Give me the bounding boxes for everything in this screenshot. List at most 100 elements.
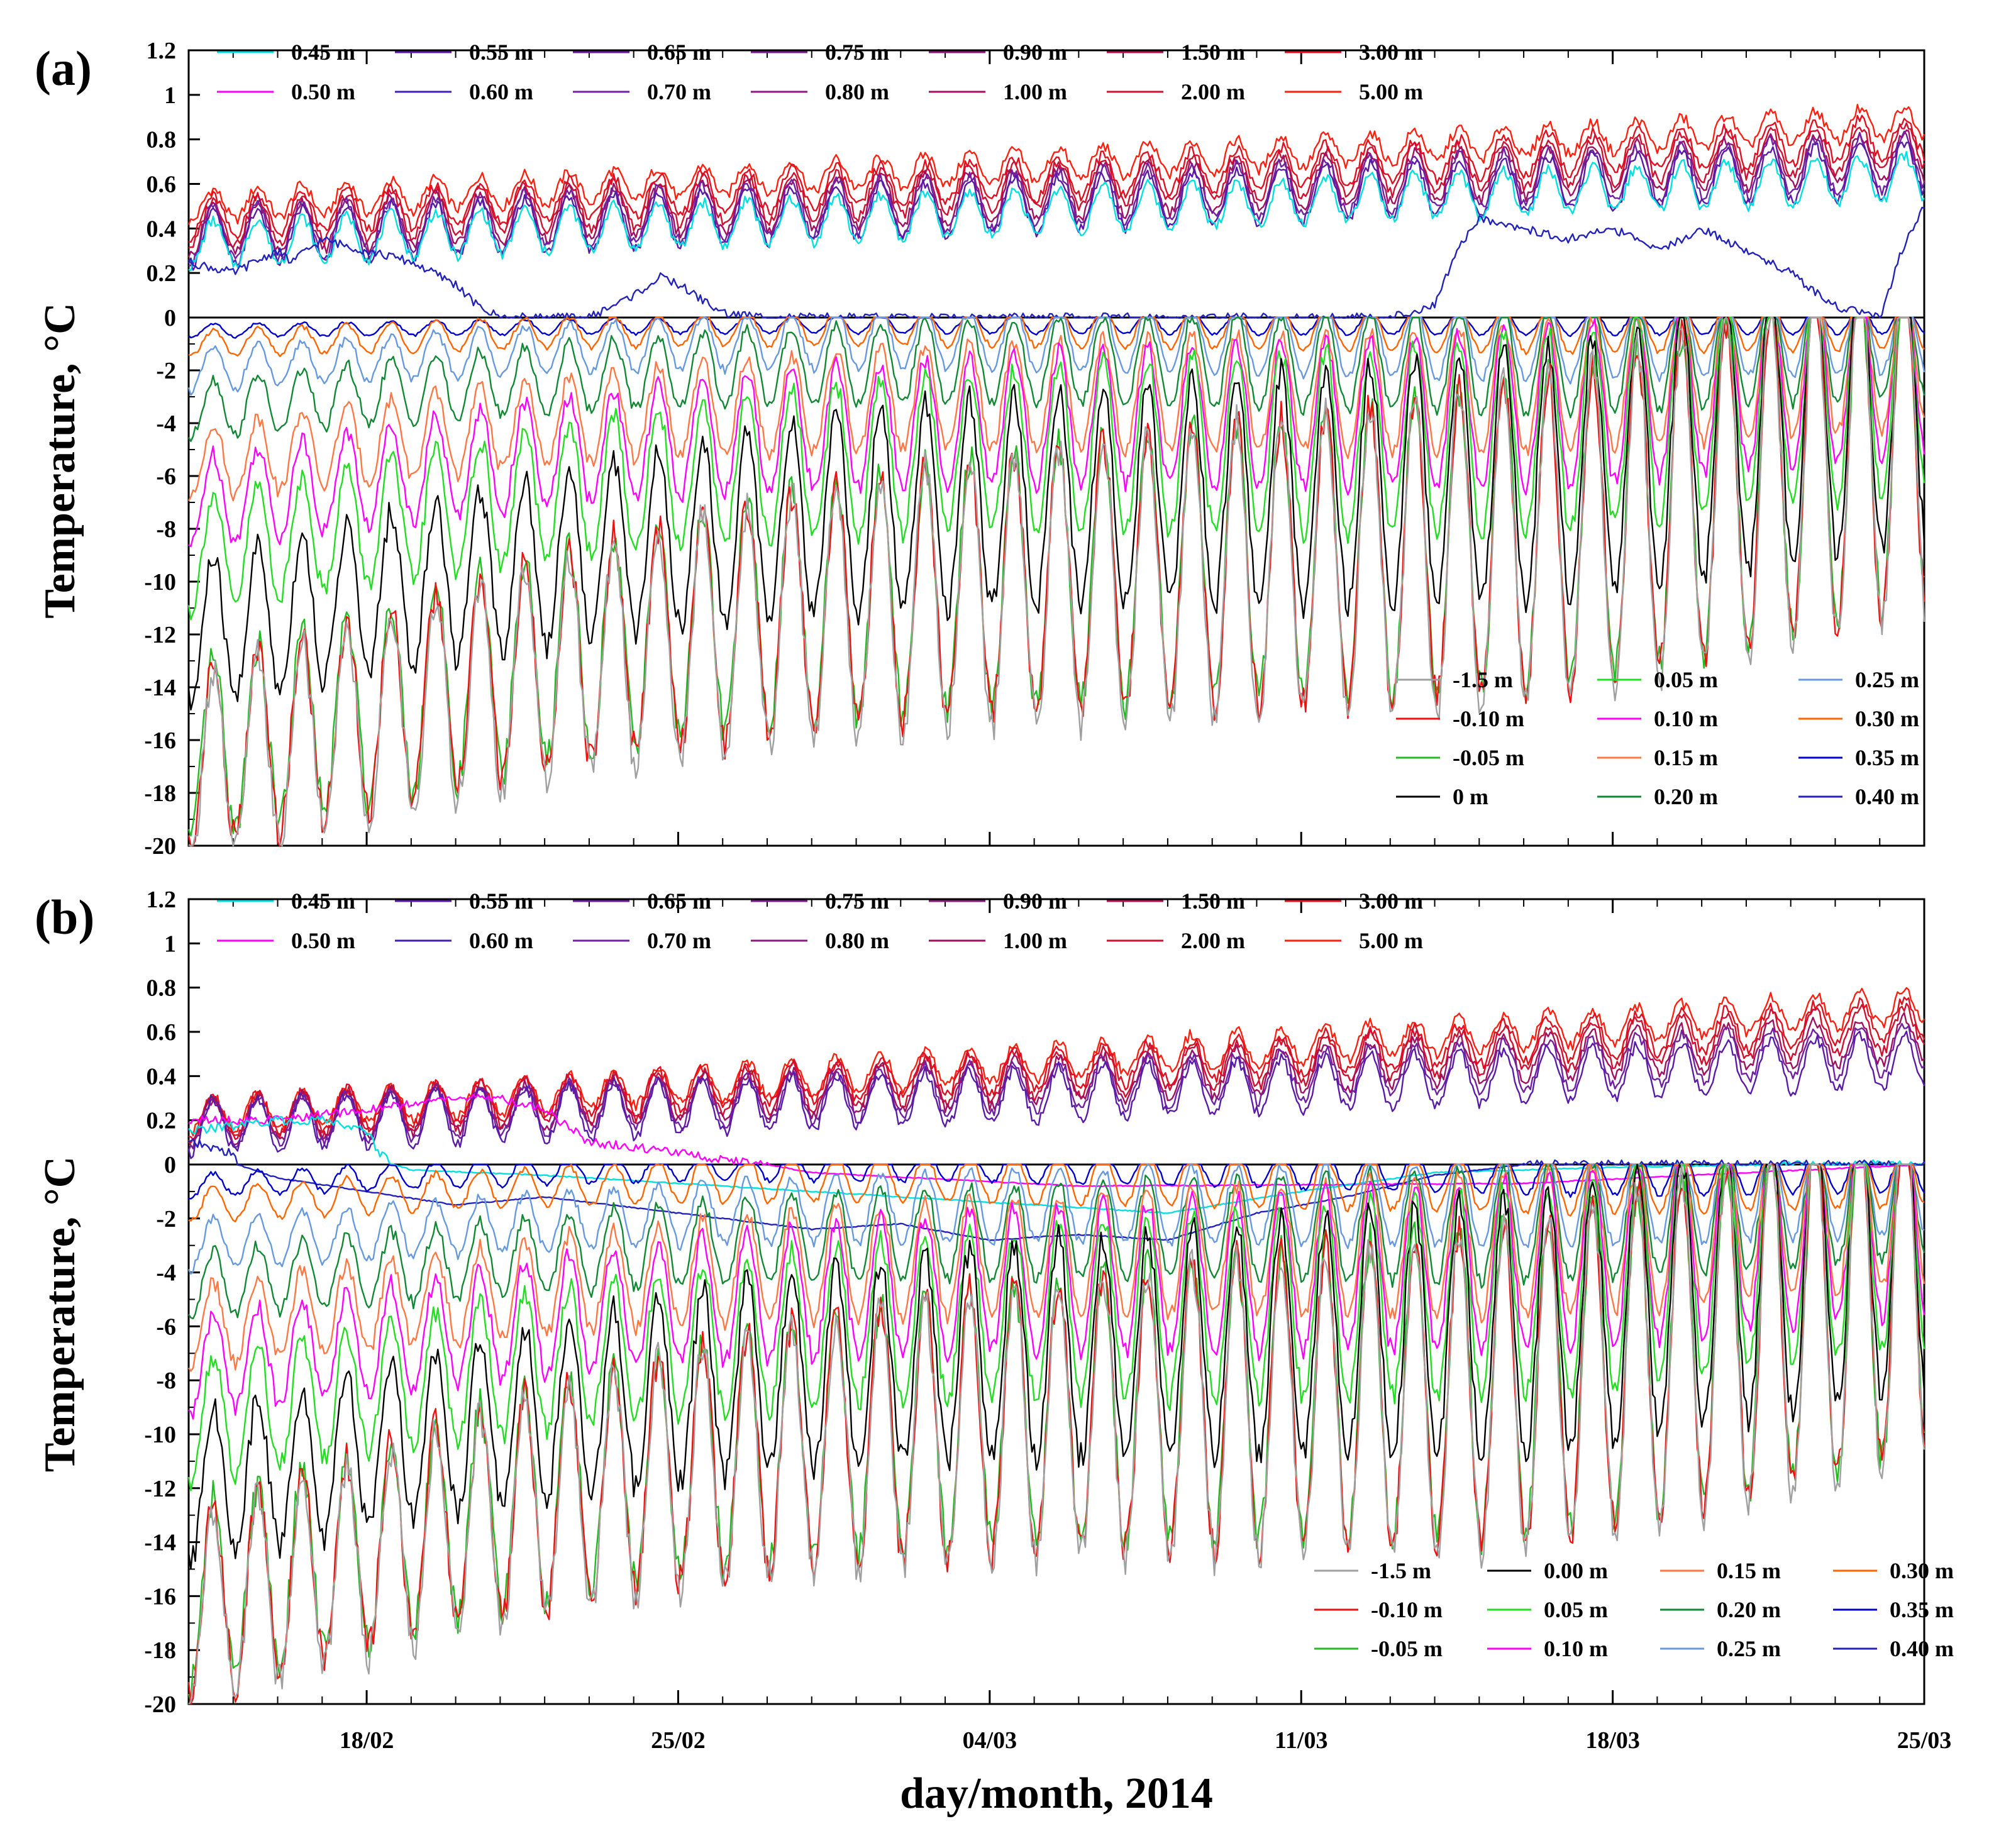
legend-label: 0.10 m xyxy=(1544,1636,1608,1661)
x-tick-label: 18/02 xyxy=(340,1727,394,1754)
y-tick-label: -10 xyxy=(144,569,176,595)
y-tick-label: -8 xyxy=(156,516,176,543)
y-tick-label: -14 xyxy=(144,1530,176,1556)
legend-label: 0.90 m xyxy=(1003,40,1067,65)
y-tick-label: -6 xyxy=(156,1314,176,1340)
series-lines xyxy=(187,104,1925,847)
series-line-0.45m xyxy=(188,150,1925,272)
legend-label: 2.00 m xyxy=(1181,928,1245,953)
legend-label: 0.20 m xyxy=(1717,1597,1781,1622)
series-line-0.25m xyxy=(187,1163,1925,1275)
legend-label: 0.25 m xyxy=(1717,1636,1781,1661)
legend-label: 0.35 m xyxy=(1855,745,1919,770)
series-line-0.55m xyxy=(188,141,1925,271)
x-tick-label: 18/03 xyxy=(1585,1727,1640,1754)
series-line--1.5m xyxy=(188,1163,1925,1705)
x-axis-title: day/month, 2014 xyxy=(900,1769,1213,1818)
y-tick-label: -14 xyxy=(144,675,176,701)
legend-label: 0.75 m xyxy=(825,888,889,914)
y-tick-label: 0.6 xyxy=(147,1019,177,1046)
y-tick-label: -12 xyxy=(144,622,176,648)
legend-label: 3.00 m xyxy=(1359,40,1423,65)
y-tick-label: 0 xyxy=(164,305,176,331)
legend-label: 0.50 m xyxy=(291,928,355,953)
legend-label: -0.10 m xyxy=(1453,706,1524,731)
series-line-0.55m xyxy=(187,1031,1925,1159)
legend-label: -0.10 m xyxy=(1371,1597,1443,1622)
panel-b: 1.2 1 0.8 0.6 0.4 0.2 0 -2 -4 -6 -8 -10 -12 -14 -16 -18… xyxy=(35,887,1954,1818)
series-line-2.00m xyxy=(188,122,1925,249)
y-tick-label: -12 xyxy=(144,1476,176,1502)
series-line-0.05m xyxy=(187,1163,1925,1491)
series-line-0.20m xyxy=(187,316,1925,442)
legend-label: -1.5 m xyxy=(1453,667,1513,692)
x-tick-label: 25/03 xyxy=(1897,1727,1952,1754)
legend-label: 0.55 m xyxy=(469,40,533,65)
series-lines xyxy=(187,987,1925,1705)
panel-a: 1.2 1 0.8 0.6 0.4 0.2 0 -2 -4 -6 -8 -10 -12 -14 -16 -18… xyxy=(35,38,1925,860)
y-tick-label: -8 xyxy=(156,1368,176,1394)
y-tick-label: -20 xyxy=(144,1691,176,1718)
legend-label: 0.90 m xyxy=(1003,888,1067,914)
legend-label: 5.00 m xyxy=(1359,79,1423,104)
series-line-2.00m xyxy=(188,1002,1925,1144)
y-tick-label: -10 xyxy=(144,1422,176,1448)
y-tick-label: -2 xyxy=(156,358,176,384)
y-tick-label: 0.2 xyxy=(147,260,177,287)
series-line--0.05m xyxy=(187,1163,1925,1703)
panel-label: (a) xyxy=(35,41,92,96)
series-line--0.10m xyxy=(187,1163,1925,1705)
legend-label: 0.30 m xyxy=(1890,1558,1954,1583)
legend-label: 0.65 m xyxy=(647,888,711,914)
legend-label: 0.50 m xyxy=(291,79,355,104)
legend-label: 0.40 m xyxy=(1855,784,1919,809)
series-line-0.05m xyxy=(187,316,1925,621)
plot-frame xyxy=(187,898,1925,1705)
legend-label: 0.80 m xyxy=(825,928,889,953)
y-tick-label: -18 xyxy=(144,1637,176,1664)
y-tick-label: 0.4 xyxy=(147,1063,177,1090)
y-tick-label: -6 xyxy=(156,463,176,490)
series-line-0.40m xyxy=(187,206,1925,319)
x-tick-label: 25/02 xyxy=(651,1727,706,1754)
y-tick-label: 0.8 xyxy=(147,127,177,153)
y-tick-label: -16 xyxy=(144,728,176,754)
y-tick-label: -2 xyxy=(156,1206,176,1232)
legend-label: 1.50 m xyxy=(1181,888,1245,914)
y-axis-title: Temperature, °C xyxy=(36,302,84,618)
legend-label: 0.70 m xyxy=(647,79,711,104)
series-line-0m xyxy=(187,316,1925,711)
legend-label: 5.00 m xyxy=(1359,928,1423,953)
legend-label: 0.60 m xyxy=(469,79,533,104)
legend-label: 0.45 m xyxy=(291,40,355,65)
y-axis-title: Temperature, °C xyxy=(36,1156,84,1472)
series-line-1.00m xyxy=(187,1012,1925,1149)
legend-label: 0.65 m xyxy=(647,40,711,65)
legend-bottom: -1.5 m 0.00 m 0.15 m 0.30 m -0.10 m 0.05 m 0.2… xyxy=(1314,1558,1954,1661)
y-tick-label: 1 xyxy=(164,931,176,957)
legend-top: 0.45 m 0.55 m 0.65 m 0.75 m 0.90 m 1.50 m 3.00… xyxy=(217,888,1423,953)
legend-label: 1.50 m xyxy=(1181,40,1245,65)
legend-label: 0 m xyxy=(1453,784,1488,809)
series-line-3.00m xyxy=(188,114,1925,243)
x-tick-label: 11/03 xyxy=(1275,1727,1327,1754)
legend-label: 0.55 m xyxy=(469,888,533,914)
legend-label: 0.60 m xyxy=(469,928,533,953)
legend-label: 0.35 m xyxy=(1890,1597,1954,1622)
legend-top: 0.45 m 0.55 m 0.65 m 0.75 m 0.90 m 1.50 m 3.00… xyxy=(217,40,1423,104)
legend-label: 0.10 m xyxy=(1654,706,1718,731)
legend-label: 0.05 m xyxy=(1654,667,1718,692)
y-tick-label: 1.2 xyxy=(147,887,177,913)
y-tick-label: 0 xyxy=(164,1152,176,1178)
series-line-0.70m xyxy=(187,1022,1925,1151)
legend-label: 0.25 m xyxy=(1855,667,1919,692)
series-line-0.00m xyxy=(187,1163,1925,1570)
series-line-0.70m xyxy=(188,130,1925,267)
panel-label: (b) xyxy=(35,890,94,944)
legend-label: 2.00 m xyxy=(1181,79,1245,104)
legend-label: -0.05 m xyxy=(1371,1636,1443,1661)
legend-label: 1.00 m xyxy=(1003,79,1067,104)
legend-label: 0.20 m xyxy=(1654,784,1718,809)
legend-label: 0.70 m xyxy=(647,928,711,953)
legend-label: 1.00 m xyxy=(1003,928,1067,953)
